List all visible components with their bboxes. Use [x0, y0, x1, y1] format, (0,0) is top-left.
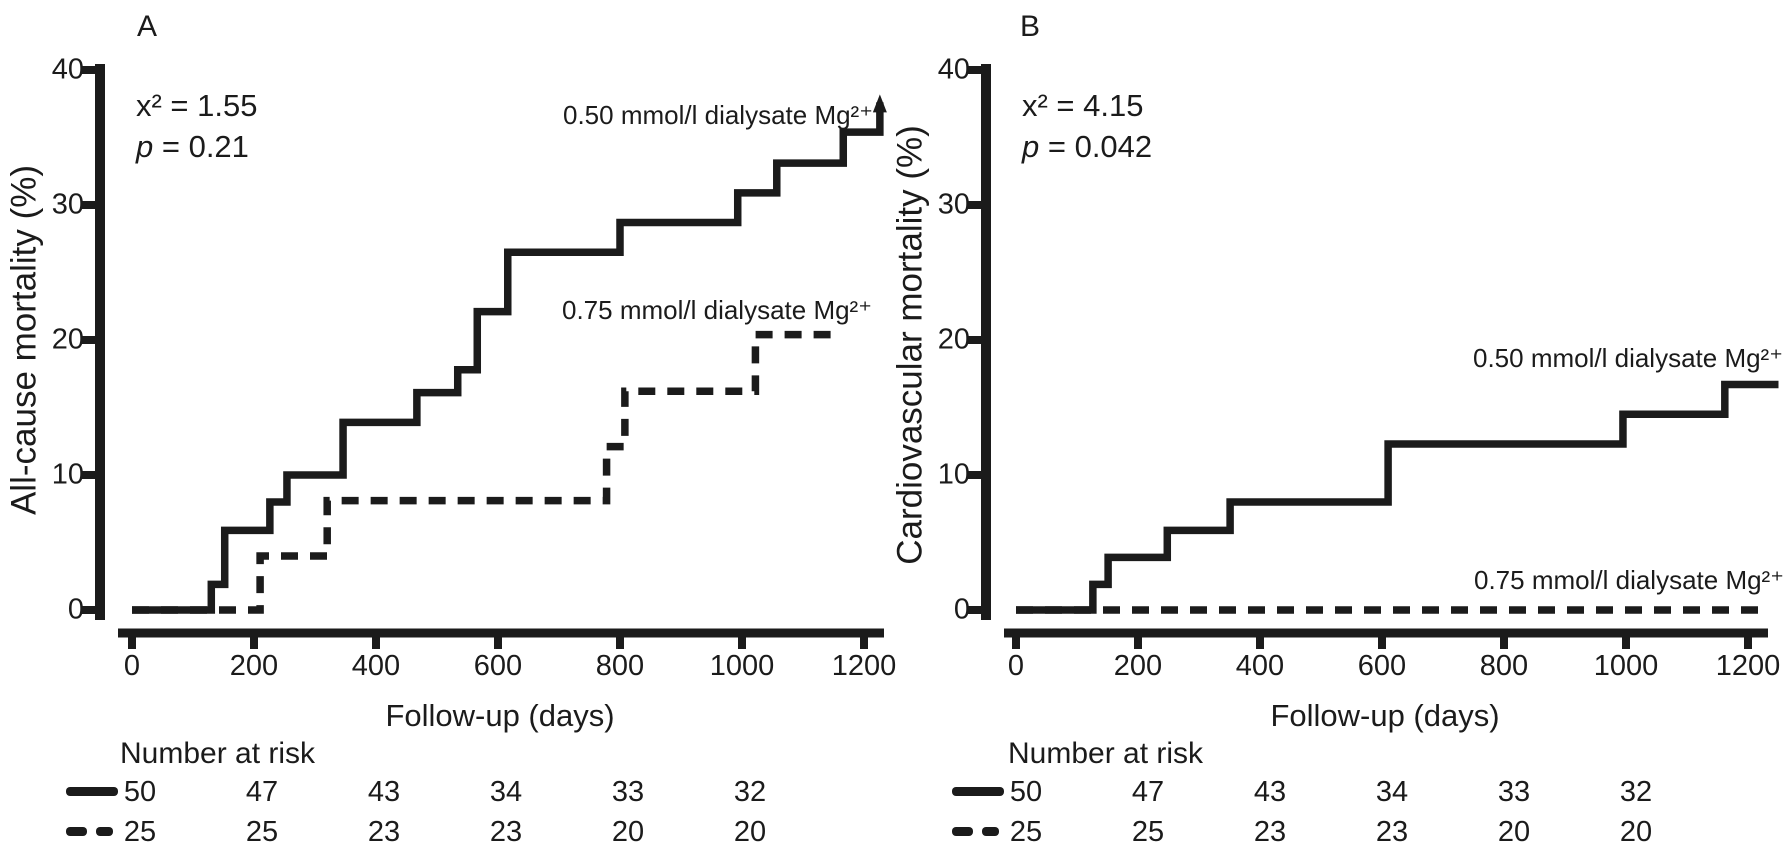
risk-value: 20	[733, 816, 767, 848]
x-tick-label: 1000	[709, 650, 775, 682]
solid-line-icon	[952, 787, 1004, 796]
risk-value: 43	[1253, 776, 1287, 808]
x-tick-label: 0	[123, 650, 141, 682]
risk-value: 33	[1497, 776, 1531, 808]
risk-value: 47	[245, 776, 279, 808]
panel-b-p-stat: p = 0.042	[1022, 131, 1152, 162]
panel-a-chi2-stat: x² = 1.55	[136, 88, 258, 123]
risk-value: 23	[1253, 816, 1287, 848]
panel-a-solid-curve-label: 0.50 mmol/l dialysate Mg²⁺	[563, 100, 873, 130]
panel-b-dashed-curve-label: 0.75 mmol/l dialysate Mg²⁺	[1474, 565, 1783, 595]
risk-value: 20	[1497, 816, 1531, 848]
panel-b-solid-curve-label: 0.50 mmol/l dialysate Mg²⁺	[1473, 343, 1783, 373]
dashed-line-icon	[952, 827, 999, 836]
panel-a-dashed-curve-label: 0.75 mmol/l dialysate Mg²⁺	[562, 295, 872, 325]
x-tick-label: 400	[351, 650, 401, 682]
y-tick-label: 10	[937, 458, 970, 491]
risk-value: 20	[611, 816, 645, 848]
x-tick-label: 600	[1357, 650, 1407, 682]
panel-b-letter: B	[1020, 10, 1041, 43]
panel-a-y-axis-title: All-cause mortality (%)	[4, 164, 44, 516]
risk-value: 23	[489, 816, 523, 848]
y-tick-label: 30	[937, 188, 970, 221]
panel-a-p-stat: p = 0.21	[136, 131, 249, 162]
y-tick-label: 40	[937, 53, 970, 86]
y-tick-label: 0	[67, 593, 84, 626]
risk-value: 25	[123, 816, 157, 848]
risk-value: 47	[1131, 776, 1165, 808]
x-tick-label: 800	[1479, 650, 1529, 682]
risk-value: 25	[1009, 816, 1043, 848]
x-tick-label: 1000	[1593, 650, 1659, 682]
panel-a-number-at-risk-title: Number at risk	[120, 737, 316, 770]
y-tick-label: 20	[51, 323, 84, 356]
y-tick-label: 10	[51, 458, 84, 491]
risk-value: 23	[367, 816, 401, 848]
risk-value: 34	[1375, 776, 1409, 808]
risk-value: 25	[1131, 816, 1165, 848]
panel-a-letter: A	[137, 10, 158, 43]
x-tick-label: 600	[473, 650, 523, 682]
y-tick-label: 30	[51, 188, 84, 221]
risk-value: 32	[1619, 776, 1653, 808]
panel-b-y-axis-title: Cardiovascular mortality (%)	[890, 125, 930, 565]
x-tick-label: 400	[1235, 650, 1285, 682]
risk-value: 43	[367, 776, 401, 808]
p-symbol: p	[1022, 129, 1040, 164]
risk-value: 50	[123, 776, 157, 808]
x-tick-label: 1200	[831, 650, 897, 682]
dashed-line-icon	[66, 827, 113, 836]
x-tick-label: 200	[1113, 650, 1163, 682]
x-tick-label: 800	[595, 650, 645, 682]
panel-b-x-axis-title: Follow-up (days)	[1270, 698, 1500, 733]
risk-value: 20	[1619, 816, 1653, 848]
x-tick-label: 200	[229, 650, 279, 682]
y-tick-label: 0	[953, 593, 970, 626]
p-symbol: p	[136, 129, 154, 164]
solid-line-icon	[66, 787, 118, 796]
solid-survival-curve	[1016, 380, 1779, 614]
p-value: = 0.042	[1039, 129, 1153, 164]
risk-value: 34	[489, 776, 523, 808]
x-tick-label: 0	[1007, 650, 1025, 682]
dashed-survival-curve	[132, 330, 840, 614]
risk-value: 23	[1375, 816, 1409, 848]
p-value: = 0.21	[153, 129, 249, 164]
risk-value: 25	[245, 816, 279, 848]
risk-value: 33	[611, 776, 645, 808]
curve-end-arrow-icon	[872, 94, 887, 113]
y-tick-label: 20	[937, 323, 970, 356]
panel-b-chi2-stat: x² = 4.15	[1022, 88, 1144, 123]
panel-a-x-axis-title: Follow-up (days)	[385, 698, 615, 733]
panel-b-number-at-risk-title: Number at risk	[1008, 737, 1204, 770]
y-tick-label: 40	[51, 53, 84, 86]
risk-value: 32	[733, 776, 767, 808]
risk-value: 50	[1009, 776, 1043, 808]
solid-survival-curve	[132, 102, 884, 614]
x-tick-label: 1200	[1715, 650, 1781, 682]
